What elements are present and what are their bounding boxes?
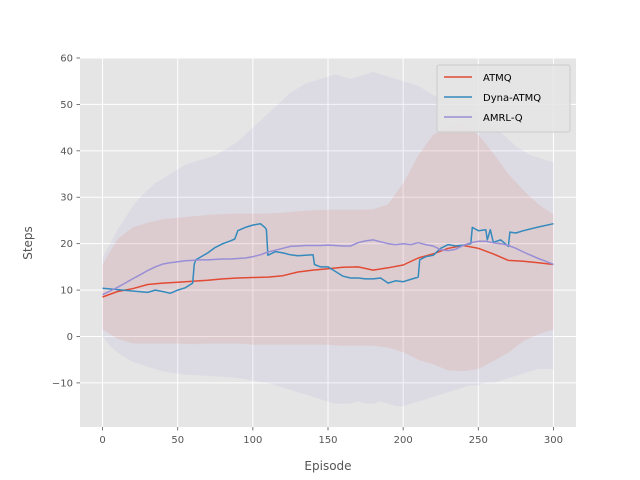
grid xyxy=(80,57,576,427)
x-tick-label: 300 xyxy=(544,435,563,446)
legend: ATMQ Dyna-ATMQ AMRL-Q xyxy=(436,64,571,133)
y-tick-label: −10 xyxy=(52,378,73,389)
x-tick-label: 150 xyxy=(318,435,337,446)
y-tick-label: 20 xyxy=(60,239,73,250)
confidence-bands xyxy=(102,71,554,407)
y-axis-label: Steps xyxy=(21,226,35,260)
atmq-band xyxy=(102,123,554,372)
amrl-q-line xyxy=(102,239,554,296)
y-tick-label: 30 xyxy=(60,193,73,204)
x-tick-label: 250 xyxy=(469,435,488,446)
amrl-q-band xyxy=(102,71,554,407)
axis-ticks: 0 50 100 150 200 250 300 −10 0 10 20 30 40 50 60 xyxy=(52,54,563,447)
x-tick-label: 0 xyxy=(99,435,105,446)
legend-label-dyna-atmq: Dyna-ATMQ xyxy=(483,93,541,104)
legend-label-amrl-q: AMRL-Q xyxy=(483,113,523,124)
x-tick-label: 100 xyxy=(243,435,262,446)
y-tick-label: 60 xyxy=(60,54,73,65)
atmq-line xyxy=(102,244,554,298)
y-tick-label: 50 xyxy=(60,100,73,111)
y-tick-label: 0 xyxy=(67,332,73,343)
legend-label-atmq: ATMQ xyxy=(483,73,512,84)
legend-box xyxy=(436,64,571,133)
series-lines xyxy=(102,222,554,298)
x-axis-label: Episode xyxy=(304,459,351,473)
x-tick-label: 50 xyxy=(171,435,184,446)
y-tick-label: 10 xyxy=(60,286,73,297)
y-tick-label: 40 xyxy=(60,146,73,157)
x-tick-label: 200 xyxy=(394,435,413,446)
